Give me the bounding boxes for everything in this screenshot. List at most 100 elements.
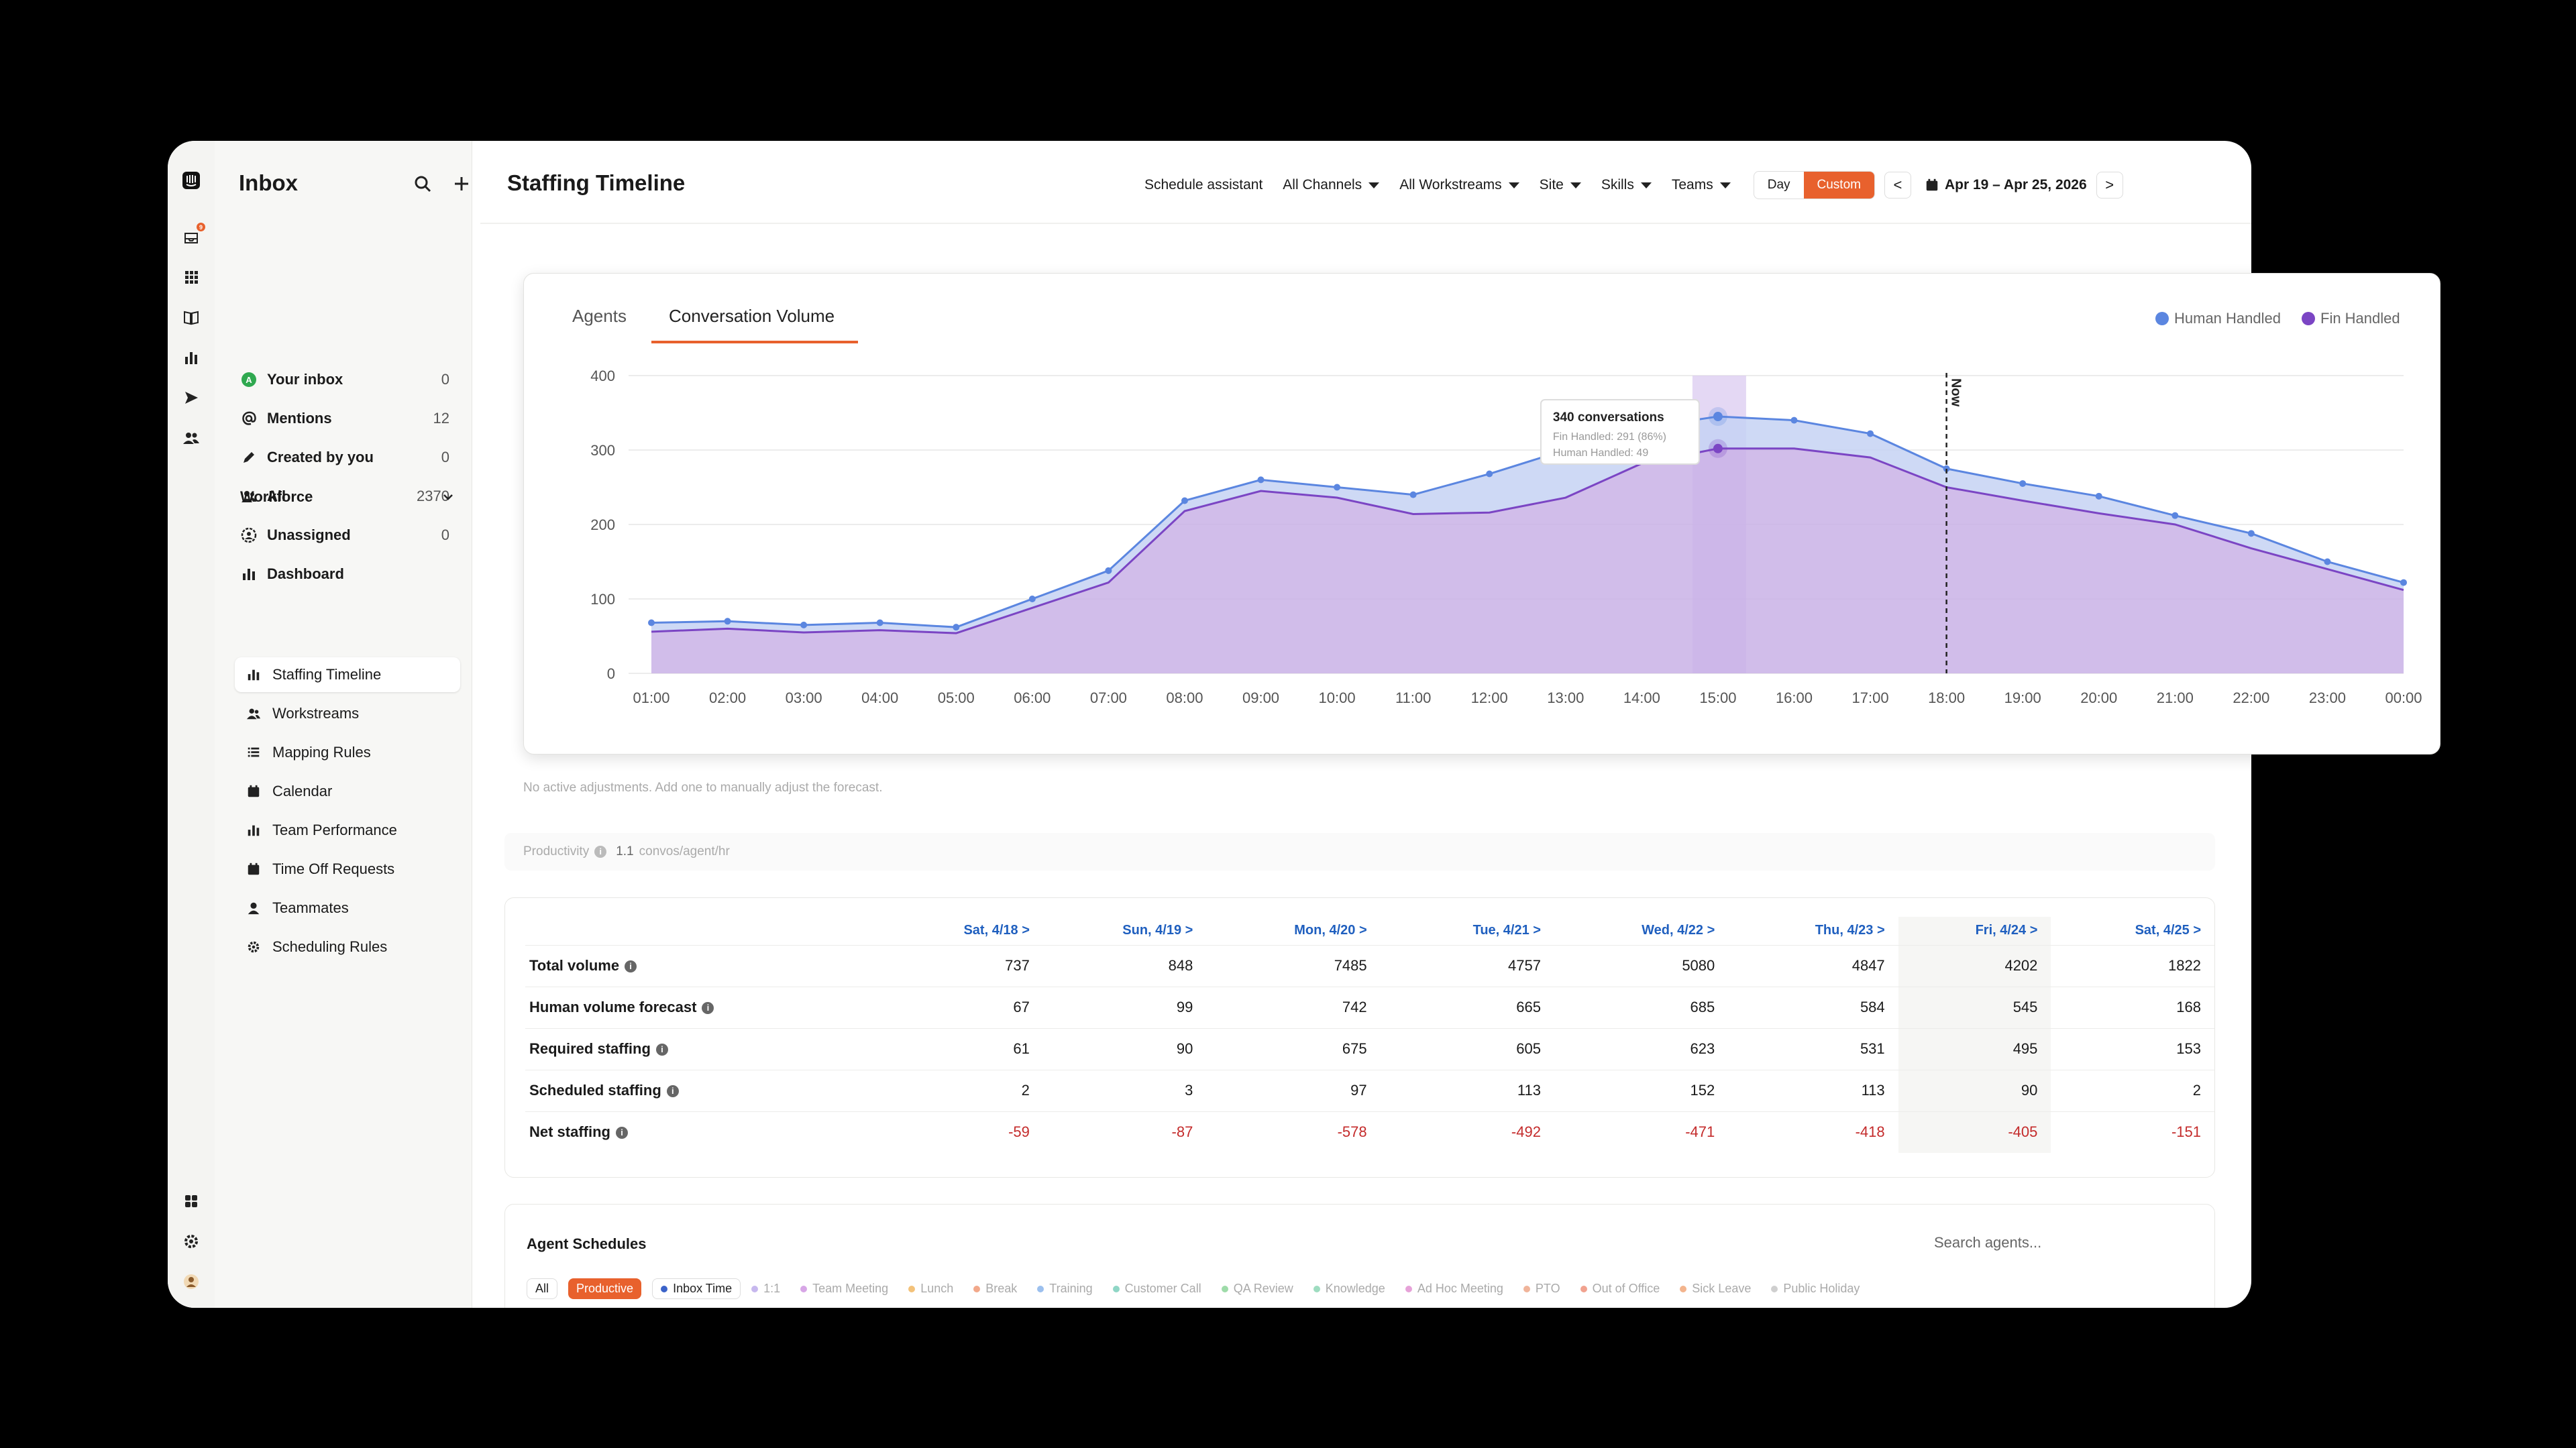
- day-view-button[interactable]: Day: [1767, 178, 1790, 192]
- info-icon[interactable]: i: [666, 1085, 679, 1098]
- x-tick-label: 05:00: [938, 689, 975, 706]
- user-avatar-icon[interactable]: [180, 1270, 203, 1293]
- sidebar-item-your-inbox[interactable]: A Your inbox 0: [233, 362, 455, 397]
- filter-chip[interactable]: All: [527, 1278, 558, 1299]
- sidebar-item-staffing-timeline[interactable]: Staffing Timeline: [235, 657, 460, 692]
- conversation-volume-chart-card: Agents Conversation Volume Human Handled…: [523, 273, 2440, 755]
- filter-chip[interactable]: Customer Call: [1112, 1278, 1201, 1299]
- next-range-button[interactable]: >: [2096, 172, 2123, 199]
- workstreams-filter[interactable]: All Workstreams: [1399, 177, 1519, 193]
- site-filter[interactable]: Site: [1540, 177, 1581, 193]
- column-header-link[interactable]: Fri, 4/24 >: [1898, 917, 2051, 945]
- filter-chip[interactable]: Knowledge: [1313, 1278, 1385, 1299]
- row-label: Required staffing i: [525, 1027, 871, 1070]
- column-header-link[interactable]: Tue, 4/21 >: [1472, 923, 1541, 938]
- human-handled-point: [724, 618, 731, 625]
- chip-label: All: [535, 1282, 549, 1295]
- tab-agents[interactable]: Agents: [572, 306, 627, 326]
- sidebar-item-workstreams[interactable]: Workstreams: [235, 696, 460, 731]
- info-icon[interactable]: i: [616, 1127, 628, 1139]
- sidebar-item-label: Time Off Requests: [272, 860, 395, 877]
- column-header-link[interactable]: Sat, 4/25 >: [2135, 923, 2201, 938]
- table-row: Total volume i 737 848 7485 4757 5080 484…: [525, 944, 2214, 987]
- settings-gear-icon[interactable]: [180, 1230, 203, 1253]
- add-icon[interactable]: [451, 173, 472, 194]
- sidebar-item-count: 0: [441, 449, 449, 465]
- sidebar-item-time-off-requests[interactable]: Time Off Requests: [235, 852, 460, 887]
- chip-label: QA Review: [1233, 1282, 1293, 1295]
- chip-color-dot: [1405, 1285, 1412, 1292]
- schedule-assistant-button[interactable]: Schedule assistant: [1144, 177, 1263, 192]
- legend-label: Fin Handled: [2320, 310, 2400, 327]
- x-tick-label: 06:00: [1014, 689, 1051, 706]
- date-range-picker[interactable]: Apr 19 – Apr 25, 2026: [1925, 177, 2087, 193]
- people-icon: [240, 488, 258, 505]
- prev-range-button[interactable]: <: [1884, 172, 1911, 199]
- x-tick-label: 19:00: [2004, 689, 2041, 706]
- sidebar-item-dashboard[interactable]: Dashboard: [233, 557, 455, 592]
- calendar-icon: [246, 783, 262, 799]
- filter-chip[interactable]: Out of Office: [1580, 1278, 1660, 1299]
- sidebar-item-team-performance[interactable]: Team Performance: [235, 813, 460, 848]
- filter-chip[interactable]: PTO: [1523, 1278, 1560, 1299]
- filter-chip[interactable]: Training: [1037, 1278, 1093, 1299]
- filter-chip[interactable]: Productive: [568, 1278, 642, 1299]
- sidebar-item-unassigned[interactable]: Unassigned 0: [233, 518, 455, 553]
- human-handled-point: [1867, 430, 1874, 437]
- legend-label: Human Handled: [2174, 310, 2281, 327]
- filter-chip[interactable]: 1:1: [751, 1278, 780, 1299]
- sidebar-item-teammates[interactable]: Teammates: [235, 891, 460, 926]
- inbox-rail-icon[interactable]: 9: [180, 223, 205, 248]
- skills-filter[interactable]: Skills: [1601, 177, 1652, 193]
- table-cell: 495: [1898, 1027, 2051, 1070]
- legend-fin-handled[interactable]: Fin Handled: [2302, 310, 2400, 327]
- filter-chip[interactable]: Public Holiday: [1771, 1278, 1860, 1299]
- filter-chip[interactable]: Sick Leave: [1680, 1278, 1751, 1299]
- tab-conversation-volume[interactable]: Conversation Volume: [669, 306, 835, 326]
- column-header-link[interactable]: Sun, 4/19 >: [1122, 923, 1193, 938]
- filter-chip[interactable]: Lunch: [908, 1278, 953, 1299]
- channels-filter[interactable]: All Channels: [1283, 177, 1380, 193]
- sidebar-item-mapping-rules[interactable]: Mapping Rules: [235, 735, 460, 770]
- chip-color-dot: [1037, 1285, 1044, 1292]
- filter-chip[interactable]: Inbox Time: [652, 1278, 741, 1299]
- unassigned-icon: [240, 526, 258, 544]
- info-icon[interactable]: i: [702, 1002, 714, 1015]
- legend-human-handled[interactable]: Human Handled: [2155, 310, 2281, 327]
- chip-label: Lunch: [920, 1282, 954, 1295]
- filter-chip[interactable]: Team Meeting: [800, 1278, 888, 1299]
- table-cell: 99: [1042, 986, 1207, 1028]
- column-header-link[interactable]: Thu, 4/23 >: [1815, 923, 1885, 938]
- logo-icon[interactable]: [180, 169, 203, 192]
- pencil-icon: [240, 449, 258, 466]
- filter-chip[interactable]: QA Review: [1221, 1278, 1293, 1299]
- search-icon[interactable]: [412, 173, 433, 194]
- custom-view-button[interactable]: Custom: [1803, 172, 1874, 199]
- column-header-link[interactable]: Mon, 4/20 >: [1294, 923, 1367, 938]
- sidebar-item-scheduling-rules[interactable]: Scheduling Rules: [235, 930, 460, 964]
- send-icon[interactable]: [180, 386, 203, 409]
- info-icon[interactable]: i: [594, 846, 607, 858]
- workforce-section-header[interactable]: Workforce: [240, 488, 455, 506]
- teams-filter[interactable]: Teams: [1672, 177, 1731, 193]
- apps-grid-icon[interactable]: [180, 266, 203, 288]
- volume-area-chart[interactable]: 0 100 200 300 400 Now 01:00 02:00 03:00 04:00 05:0…: [524, 274, 2441, 755]
- fin-handled-area: [651, 448, 2404, 673]
- column-header-link[interactable]: Sat, 4/18 >: [963, 923, 1030, 938]
- column-header-link[interactable]: Wed, 4/22 >: [1642, 923, 1715, 938]
- puzzle-icon[interactable]: [180, 1190, 203, 1213]
- x-tick-label: 14:00: [1623, 689, 1660, 706]
- book-icon[interactable]: [180, 306, 203, 329]
- info-icon[interactable]: i: [625, 960, 637, 973]
- agent-search-input[interactable]: Search agents...: [1934, 1234, 2042, 1251]
- sidebar-item-calendar[interactable]: Calendar: [235, 774, 460, 809]
- info-icon[interactable]: i: [655, 1044, 668, 1056]
- human-handled-line: [651, 415, 2404, 628]
- reports-icon[interactable]: [180, 346, 203, 369]
- contacts-icon[interactable]: [180, 427, 203, 449]
- filter-chip[interactable]: Break: [973, 1278, 1017, 1299]
- table-cell: 67: [870, 986, 1043, 1028]
- sidebar-item-created-by-you[interactable]: Created by you 0: [233, 440, 455, 475]
- sidebar-item-mentions[interactable]: Mentions 12: [233, 401, 455, 436]
- filter-chip[interactable]: Ad Hoc Meeting: [1405, 1278, 1503, 1299]
